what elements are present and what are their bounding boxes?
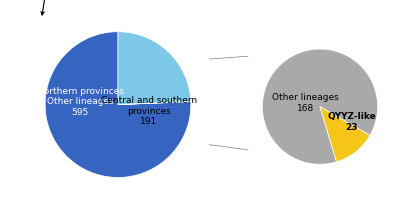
Wedge shape bbox=[262, 50, 378, 164]
Text: QYYZ-like
23: QYYZ-like 23 bbox=[327, 112, 376, 131]
Text: Northern provinces
QYYZ-like
1: Northern provinces QYYZ-like 1 bbox=[8, 0, 100, 16]
Wedge shape bbox=[320, 107, 370, 162]
Text: Other lineages
168: Other lineages 168 bbox=[272, 93, 339, 112]
Wedge shape bbox=[118, 33, 191, 105]
Text: Northern provinces
Other lineages
595: Northern provinces Other lineages 595 bbox=[37, 87, 124, 116]
Wedge shape bbox=[45, 33, 191, 178]
Wedge shape bbox=[122, 102, 194, 105]
Text: Central and southern
provinces
191: Central and southern provinces 191 bbox=[100, 96, 197, 126]
